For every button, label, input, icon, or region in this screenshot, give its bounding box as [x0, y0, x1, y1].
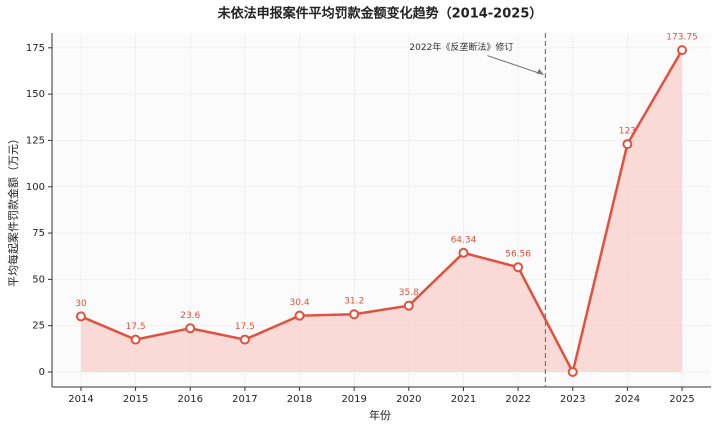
data-label: 30.4: [290, 298, 310, 308]
x-tick-label: 2023: [560, 394, 585, 405]
arrow-head: [536, 68, 544, 75]
data-label: 17.5: [235, 322, 255, 332]
y-tick-label: 0: [39, 367, 45, 378]
point: [349, 309, 360, 320]
point: [458, 247, 469, 258]
point: [567, 366, 578, 377]
point: [130, 334, 141, 345]
x-tick-label: 2024: [615, 394, 640, 405]
annotation: 2022年《反垄断法》修订: [409, 41, 513, 53]
area: [80, 50, 683, 372]
chart-title: 未依法申报案件平均罚款金额变化趋势（2014-2025）: [217, 6, 543, 22]
annotation-arrow: [487, 55, 544, 76]
data-label: 173.75: [666, 33, 698, 43]
x-tick-label: 2015: [123, 394, 148, 405]
point: [403, 300, 414, 311]
data-label: 35.8: [399, 288, 419, 298]
y-tick-label: 175: [26, 43, 45, 54]
x-tick-label: 2021: [451, 394, 476, 405]
x-axis-label: 年份: [369, 408, 391, 422]
data-label: 30: [75, 299, 87, 309]
x-tick-label: 2014: [68, 394, 93, 405]
x-tick-label: 2022: [505, 394, 530, 405]
point: [75, 311, 86, 322]
data-label: 64.34: [451, 235, 477, 245]
point: [677, 45, 688, 56]
y-tick-label: 50: [32, 274, 45, 285]
y-tick-label: 75: [32, 228, 45, 239]
line: [80, 49, 684, 376]
y-tick-label: 25: [32, 321, 45, 332]
y-tick-label: 150: [26, 89, 45, 100]
x-tick-label: 2025: [669, 394, 694, 405]
x-tick-label: 2020: [396, 394, 421, 405]
x-tick-label: 2019: [341, 394, 366, 405]
data-label: 123: [619, 127, 636, 137]
y-axis-label: 平均每起案件罚款金额（万元）: [6, 133, 20, 287]
x-tick-label: 2016: [178, 394, 203, 405]
point: [513, 262, 524, 273]
point: [294, 310, 305, 321]
data-label: 23.6: [180, 311, 200, 321]
data-label: 17.5: [126, 322, 146, 332]
point: [185, 323, 196, 334]
x-tick-label: 2018: [287, 394, 312, 405]
y-tick-label: 125: [26, 135, 45, 146]
y-tick-label: 100: [26, 182, 45, 193]
x-tick-label: 2017: [232, 394, 257, 405]
data-label: 56.56: [505, 250, 531, 260]
point: [239, 334, 250, 345]
data-label: 31.2: [344, 297, 364, 307]
point: [622, 139, 633, 150]
